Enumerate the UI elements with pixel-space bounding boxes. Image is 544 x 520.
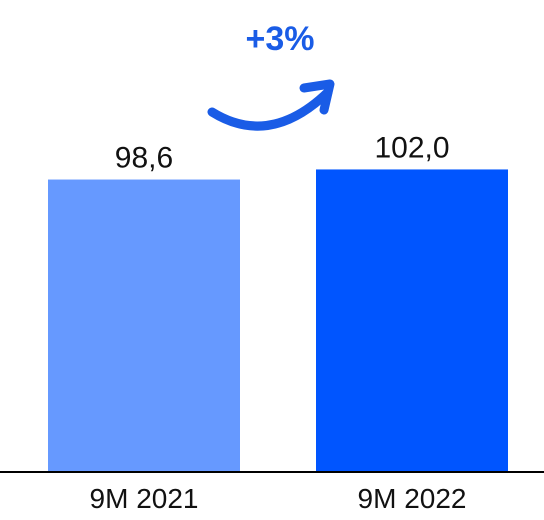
bars-layer bbox=[48, 169, 508, 472]
bar-value-label-2: 102,0 bbox=[374, 131, 449, 164]
category-label-2: 9M 2022 bbox=[358, 483, 467, 514]
curved-up-right-arrow-icon bbox=[207, 87, 333, 131]
bar-value-label-1: 98,6 bbox=[115, 142, 173, 175]
bar-1 bbox=[48, 179, 240, 472]
category-labels-layer: 9M 2021 9M 2022 bbox=[90, 483, 467, 514]
arrow-head-icon bbox=[299, 79, 335, 115]
value-labels-layer: 98,6 102,0 bbox=[115, 131, 450, 174]
bar-2 bbox=[316, 169, 508, 472]
category-label-1: 9M 2021 bbox=[90, 483, 199, 514]
change-percent-label: +3% bbox=[246, 20, 315, 58]
